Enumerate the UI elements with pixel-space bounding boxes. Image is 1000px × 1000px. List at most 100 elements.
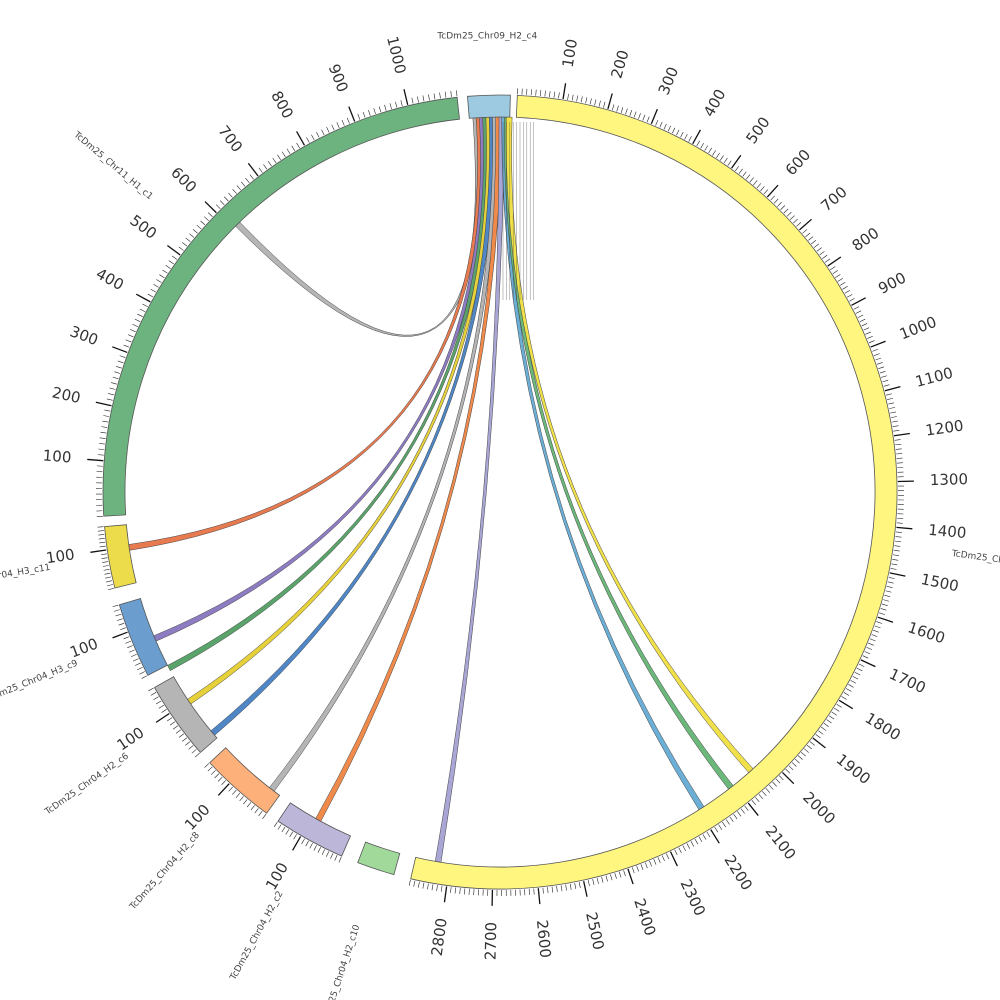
segment-tcdm25-chr04-h1-c1: [410, 94, 898, 890]
minor-tick: [178, 733, 185, 738]
minor-tick: [811, 239, 817, 245]
minor-tick: [150, 288, 156, 293]
minor-tick: [879, 370, 886, 374]
minor-tick: [891, 420, 898, 423]
minor-tick: [107, 587, 114, 591]
segment-tcdm25-chr04-h2-c6: [153, 676, 218, 754]
minor-tick: [702, 834, 707, 840]
tick-label: 1800: [862, 709, 904, 744]
tick-label: 100: [559, 38, 581, 69]
major-tick: [893, 432, 910, 437]
minor-tick: [100, 431, 107, 434]
minor-tick: [100, 553, 107, 556]
minor-tick: [235, 793, 241, 798]
minor-tick: [326, 126, 330, 133]
minor-tick: [876, 362, 883, 365]
minor-tick: [417, 881, 420, 888]
minor-tick: [258, 167, 263, 173]
minor-tick: [123, 636, 130, 640]
minor-tick: [273, 821, 278, 828]
minor-tick: [831, 711, 837, 716]
minor-tick: [114, 371, 121, 374]
major-tick: [112, 346, 128, 354]
minor-tick: [134, 318, 141, 322]
minor-tick: [338, 856, 342, 863]
segment-name-label: TcDm25_Chr04_H1_c1: [950, 549, 1000, 573]
minor-tick: [806, 744, 812, 750]
minor-tick: [120, 627, 126, 631]
minor-tick: [571, 94, 574, 101]
segment-name-label: TcDm25_Chr09_H2_c4: [436, 32, 537, 42]
minor-tick: [704, 145, 708, 151]
minor-tick: [881, 375, 887, 378]
minor-tick: [321, 849, 326, 855]
minor-tick: [326, 851, 330, 857]
minor-tick: [895, 448, 902, 450]
minor-tick: [756, 183, 762, 189]
major-tick: [562, 83, 567, 100]
minor-tick: [585, 97, 588, 104]
major-tick: [348, 106, 356, 122]
minor-tick: [676, 129, 680, 136]
segment-name-label: TcDm25_Chr04_H2_c2: [228, 890, 285, 983]
minor-tick: [881, 603, 888, 607]
minor-tick: [228, 192, 233, 198]
minor-tick: [587, 880, 590, 887]
minor-tick: [137, 313, 143, 317]
minor-tick: [880, 608, 887, 611]
major-tick: [710, 829, 720, 844]
minor-tick: [890, 568, 897, 570]
tick-label: 200: [50, 383, 82, 407]
minor-tick: [301, 838, 305, 845]
minor-tick: [737, 811, 742, 817]
minor-tick: [642, 114, 646, 121]
minor-tick: [153, 696, 159, 700]
minor-tick: [684, 133, 688, 140]
minor-tick: [644, 862, 648, 869]
tick-label: 2700: [482, 922, 501, 961]
minor-tick: [629, 109, 633, 116]
minor-tick: [277, 824, 282, 830]
minor-tick: [777, 202, 782, 207]
minor-tick: [866, 647, 873, 650]
minor-tick: [317, 847, 321, 853]
minor-tick: [603, 101, 606, 108]
minor-tick: [873, 629, 879, 633]
minor-tick: [316, 131, 320, 138]
minor-tick: [428, 94, 430, 101]
tick-label: 1100: [913, 364, 955, 391]
minor-tick: [755, 797, 760, 803]
minor-tick: [217, 776, 223, 782]
minor-tick: [139, 308, 146, 312]
tick-label: 2300: [677, 876, 710, 918]
major-tick: [607, 93, 613, 110]
segment-name-label: TcDm25_Chr04_H2_c8: [128, 830, 203, 912]
minor-tick: [103, 415, 110, 417]
minor-tick: [809, 741, 815, 746]
major-tick: [827, 256, 842, 267]
minor-tick: [115, 366, 122, 369]
minor-tick: [439, 92, 441, 99]
minor-tick: [722, 821, 726, 828]
minor-tick: [224, 196, 229, 202]
minor-tick: [882, 379, 889, 383]
tick-label: 1500: [919, 570, 960, 595]
minor-tick: [141, 675, 148, 679]
major-tick: [87, 458, 104, 462]
major-tick: [889, 572, 906, 577]
minor-tick: [305, 840, 309, 847]
minor-tick: [129, 649, 135, 653]
tick-label: 1000: [383, 34, 409, 75]
minor-tick: [341, 120, 345, 126]
minor-tick: [427, 883, 429, 890]
minor-tick: [362, 111, 366, 118]
minor-tick: [574, 882, 577, 889]
minor-tick: [125, 640, 132, 644]
minor-tick: [293, 834, 297, 840]
minor-tick: [655, 120, 659, 126]
minor-tick: [106, 584, 113, 587]
minor-tick: [119, 355, 126, 358]
minor-tick: [714, 826, 719, 833]
minor-tick: [892, 554, 899, 557]
